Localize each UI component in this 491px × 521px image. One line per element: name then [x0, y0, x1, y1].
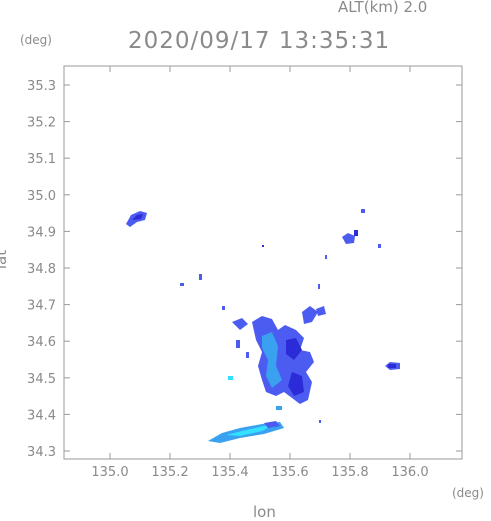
x-tick-label: 135.2 [151, 465, 188, 480]
echo-cell [325, 255, 327, 259]
altitude-label: ALT(km) 2.0 [338, 0, 428, 16]
y-axis-unit: (deg) [20, 33, 52, 47]
echo-cell [286, 338, 302, 360]
echo-cell [288, 372, 304, 396]
echo-cell [132, 214, 143, 220]
echo-cell [318, 284, 320, 289]
x-tick-label: 135.6 [271, 465, 308, 480]
echo-cell [388, 364, 396, 368]
y-tick-label: 34.6 [27, 335, 56, 350]
echo-cell [354, 230, 358, 236]
echo-cell [228, 376, 233, 380]
echo-cell [264, 421, 280, 428]
radar-echoes [126, 209, 400, 443]
echo-cell [342, 233, 355, 244]
x-tick-label: 135.4 [211, 465, 248, 480]
y-tick-label: 34.7 [27, 299, 56, 314]
timestamp-title: 2020/09/17 13:35:31 [128, 28, 391, 54]
echo-cell [361, 209, 365, 213]
axis-ticks: 135.0 135.2 135.4 135.6 135.8 136.0 35.3 35.2 35… [27, 66, 462, 480]
y-tick-label: 34.9 [27, 225, 56, 240]
echo-cell [246, 352, 249, 358]
echo-cell [276, 406, 282, 410]
echo-cell [252, 316, 314, 404]
echo-cell [302, 306, 318, 324]
x-tick-label: 136.0 [391, 465, 428, 480]
y-tick-label: 34.4 [27, 408, 56, 423]
x-axis-label: lon [253, 503, 276, 521]
echo-cell [316, 306, 326, 316]
y-tick-label: 35.1 [27, 152, 56, 167]
x-tick-label: 135.0 [91, 465, 128, 480]
echo-cell [222, 306, 225, 310]
y-tick-label: 34.3 [27, 445, 56, 460]
echo-cell [232, 318, 248, 330]
plot-frame [63, 65, 463, 460]
echo-cell [236, 340, 240, 348]
echo-cell [378, 244, 381, 248]
y-tick-label: 34.5 [27, 372, 56, 387]
echo-cell [226, 424, 276, 436]
y-tick-label: 35.0 [27, 189, 56, 204]
y-tick-label: 35.3 [27, 79, 56, 94]
y-tick-label: 34.8 [27, 262, 56, 277]
x-axis-unit: (deg) [452, 486, 484, 500]
echo-cell [262, 332, 282, 388]
y-tick-label: 35.2 [27, 116, 56, 131]
echo-cell [262, 245, 264, 247]
echo-cell [319, 420, 321, 423]
echo-cell [199, 274, 202, 280]
x-tick-label: 135.8 [331, 465, 368, 480]
echo-cell [180, 283, 184, 286]
